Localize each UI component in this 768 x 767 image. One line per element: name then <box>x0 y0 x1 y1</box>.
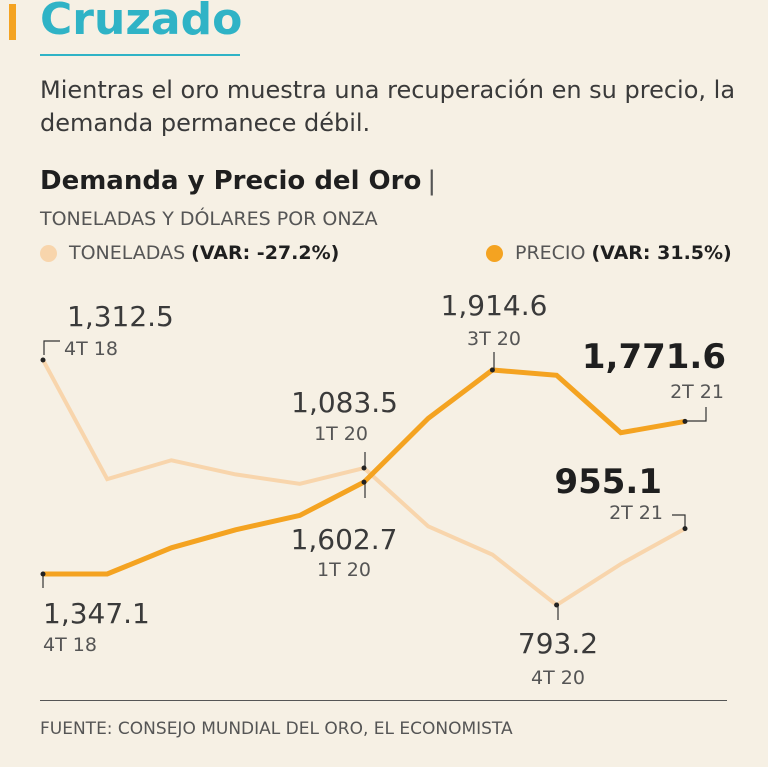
leader-line <box>672 514 686 527</box>
units-label: TONELADAS Y DÓLARES POR ONZA <box>40 208 378 230</box>
chart-title: Demanda y Precio del Oro | <box>40 166 436 196</box>
legend-precio: PRECIO (VAR: 31.5%) <box>486 242 732 264</box>
accent-bar <box>9 4 16 40</box>
data-label-value: 1,914.6 <box>441 289 548 322</box>
data-point-marker <box>40 571 46 577</box>
legend-precio-swatch <box>486 244 503 262</box>
legend-toneladas-var: (VAR: -27.2%) <box>191 242 340 264</box>
chart-title-text: Demanda y Precio del Oro <box>40 166 422 196</box>
legend-toneladas-swatch <box>40 244 57 262</box>
data-point-marker <box>40 357 46 363</box>
data-point-marker <box>682 418 688 424</box>
data-label-value: 793.2 <box>518 627 598 660</box>
legend-toneladas-label: TONELADAS <box>69 242 186 264</box>
data-label-period: 1T 20 <box>317 559 371 581</box>
data-label-period: 2T 21 <box>609 502 663 524</box>
data-label-value: 1,083.5 <box>291 386 398 419</box>
chart-title-separator: | <box>427 166 437 196</box>
data-point-marker <box>554 602 560 608</box>
data-point-marker <box>489 367 495 373</box>
data-label-period: 4T 18 <box>43 634 97 656</box>
subtitle: Mientras el oro muestra una recuperación… <box>40 76 736 137</box>
data-label-period: 1T 20 <box>314 423 368 445</box>
footer-rule <box>40 700 727 701</box>
data-label-value: 1,347.1 <box>43 597 150 630</box>
data-label-value: 1,602.7 <box>291 523 398 556</box>
data-point-marker <box>682 526 688 532</box>
data-label-value: 955.1 <box>554 462 662 502</box>
leader-line <box>685 407 707 422</box>
data-label-period: 4T 20 <box>531 667 585 689</box>
data-label-period: 3T 20 <box>467 328 521 350</box>
data-label-period: 2T 21 <box>670 381 724 403</box>
source-note: FUENTE: CONSEJO MUNDIAL DEL ORO, EL ECON… <box>40 719 513 739</box>
data-label-value: 1,771.6 <box>582 337 726 377</box>
header-title: Cruzado <box>40 0 243 45</box>
data-label-value: 1,312.5 <box>67 300 174 333</box>
legend-toneladas: TONELADAS (VAR: -27.2%) <box>40 242 339 264</box>
header-rule <box>40 54 240 56</box>
legend-precio-var: (VAR: 31.5%) <box>591 242 732 264</box>
legend-precio-label: PRECIO <box>515 242 586 264</box>
data-label-period: 4T 18 <box>64 338 118 360</box>
data-point-marker <box>361 479 367 485</box>
data-point-marker <box>361 465 367 471</box>
leader-line <box>43 340 60 355</box>
